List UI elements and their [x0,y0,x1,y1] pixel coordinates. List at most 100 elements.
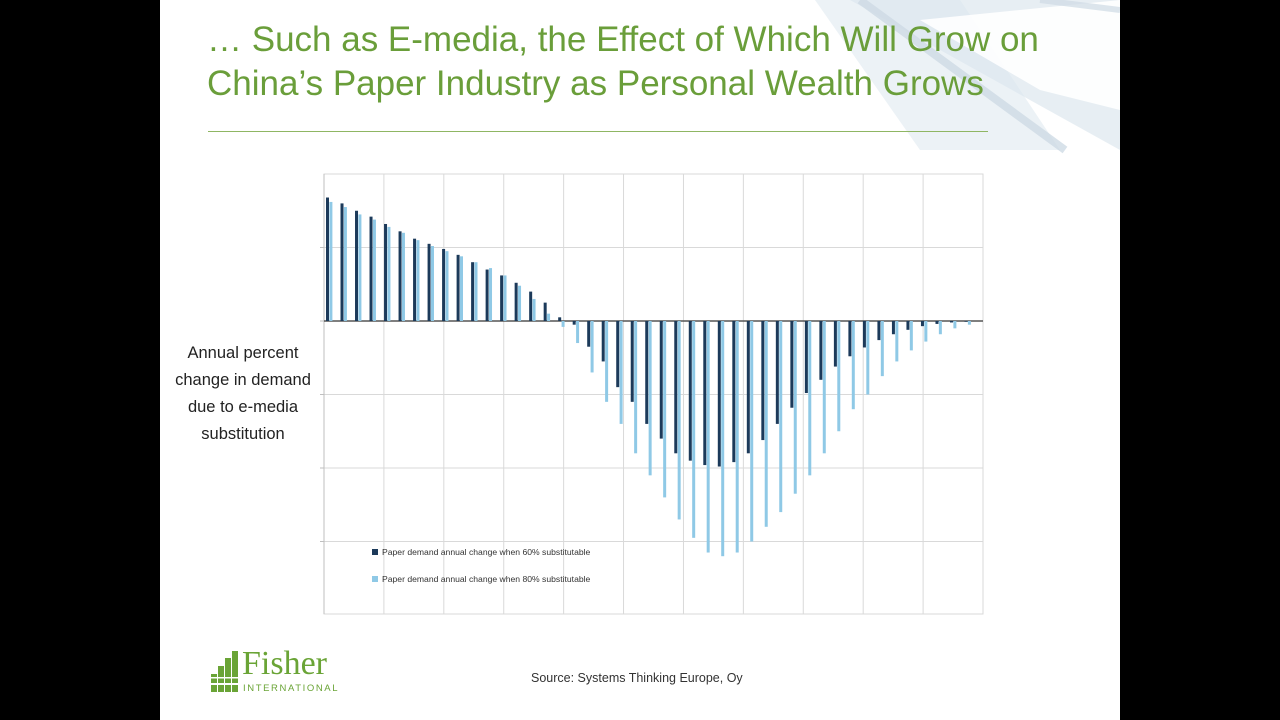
bar-80pct-16 [547,313,551,321]
bar-60pct-1 [326,197,329,321]
bar-80pct-28 [721,321,725,557]
bar-80pct-6 [401,232,405,321]
bar-80pct-19 [590,321,594,373]
bar-80pct-35 [822,321,826,454]
bar-60pct-34 [804,321,808,394]
bar-60pct-17 [558,317,562,321]
bar-80pct-31 [764,321,768,527]
bar-60pct-36 [833,321,837,367]
bar-60pct-4 [369,216,373,321]
bar-60pct-33 [790,321,794,408]
bar-60pct-18 [572,321,576,325]
legend-label-60: Paper demand annual change when 60% subs… [382,547,591,557]
bar-60pct-44 [949,321,953,323]
bar-80pct-41 [909,321,913,351]
bar-60pct-39 [877,321,881,341]
bar-60pct-41 [906,321,910,330]
bar-80pct-40 [895,321,899,362]
bar-60pct-8 [427,243,431,321]
bar-60pct-5 [384,223,388,321]
bar-80pct-34 [808,321,812,476]
bar-60pct-16 [543,302,547,322]
bar-80pct-30 [750,321,754,542]
bar-80pct-10 [460,256,463,321]
bar-80pct-5 [387,226,391,321]
bar-80pct-3 [358,214,362,322]
bar-80pct-44 [953,321,957,329]
bar-60pct-24 [659,321,663,439]
bar-60pct-43 [935,321,939,324]
bar-60pct-31 [761,321,765,441]
bar-80pct-4 [372,219,376,321]
bar-60pct-11 [471,262,475,321]
bar-80pct-25 [677,321,681,520]
bar-60pct-6 [398,231,402,321]
title-underline [208,131,988,132]
legend-swatch-60 [372,549,378,555]
bar-80pct-22 [634,321,638,454]
bar-60pct-26 [688,321,692,461]
bar-80pct-12 [489,268,493,321]
bar-80pct-27 [706,321,710,553]
chart-legend: Paper demand annual change when 60% subs… [372,547,591,584]
bar-80pct-43 [938,321,942,335]
bar-60pct-35 [819,321,823,380]
y-axis-label: Annual percent change in demand due to e… [175,344,311,443]
bar-80pct-15 [532,298,536,321]
bar-80pct-17 [561,321,565,327]
bar-60pct-29 [732,321,736,463]
bar-60pct-30 [746,321,750,454]
bar-80pct-8 [430,246,434,321]
bar-80pct-42 [924,321,928,342]
bar-60pct-19 [587,321,591,347]
bar-80pct-7 [416,240,420,321]
bar-80pct-14 [518,285,522,321]
fisher-logo-icon [211,651,238,692]
bar-80pct-9 [445,251,449,322]
bar-80pct-23 [648,321,652,476]
decorative-frame [815,0,1120,154]
bar-60pct-20 [601,321,605,362]
bar-80pct-36 [837,321,841,432]
bar-80pct-18 [576,321,580,344]
legend-swatch-80 [372,576,378,582]
bar-chart: Paper demand annual change when 60% subs… [320,173,984,615]
bar-80pct-39 [880,321,884,377]
bar-60pct-37 [848,321,852,357]
bar-80pct-21 [619,321,623,424]
bar-60pct-10 [456,254,460,321]
fisher-logo: Fisher INTERNATIONAL [210,645,350,698]
bar-60pct-32 [775,321,779,424]
bar-80pct-13 [503,275,507,321]
bar-60pct-13 [500,275,504,321]
bar-60pct-15 [529,291,533,321]
bar-80pct-24 [663,321,667,498]
source-note: Source: Systems Thinking Europe, Oy [531,671,743,685]
bar-60pct-12 [485,269,489,321]
bar-60pct-42 [920,321,924,327]
bar-60pct-7 [413,238,417,321]
bar-60pct-23 [645,321,649,424]
logo-subtitle: INTERNATIONAL [243,683,340,694]
bar-80pct-45 [967,321,971,325]
bar-80pct-37 [851,321,855,410]
bar-80pct-11 [474,262,478,321]
bar-80pct-1 [329,201,333,321]
bar-60pct-2 [340,203,344,321]
bar-60pct-22 [630,321,634,402]
bar-60pct-38 [862,321,866,348]
bar-80pct-29 [735,321,739,553]
bar-80pct-2 [343,207,347,321]
slide: … Such as E-media, the Effect of Which W… [160,0,1120,720]
bar-80pct-32 [779,321,783,513]
bar-80pct-38 [866,321,870,395]
bar-60pct-14 [514,282,518,321]
bar-80pct-33 [793,321,797,494]
bar-60pct-40 [891,321,895,335]
logo-name: Fisher [242,645,327,682]
legend-label-80: Paper demand annual change when 80% subs… [382,574,591,584]
bar-60pct-27 [703,321,707,466]
bar-60pct-3 [355,210,359,321]
bar-60pct-45 [964,321,968,322]
slide-title: … Such as E-media, the Effect of Which W… [207,20,1039,103]
